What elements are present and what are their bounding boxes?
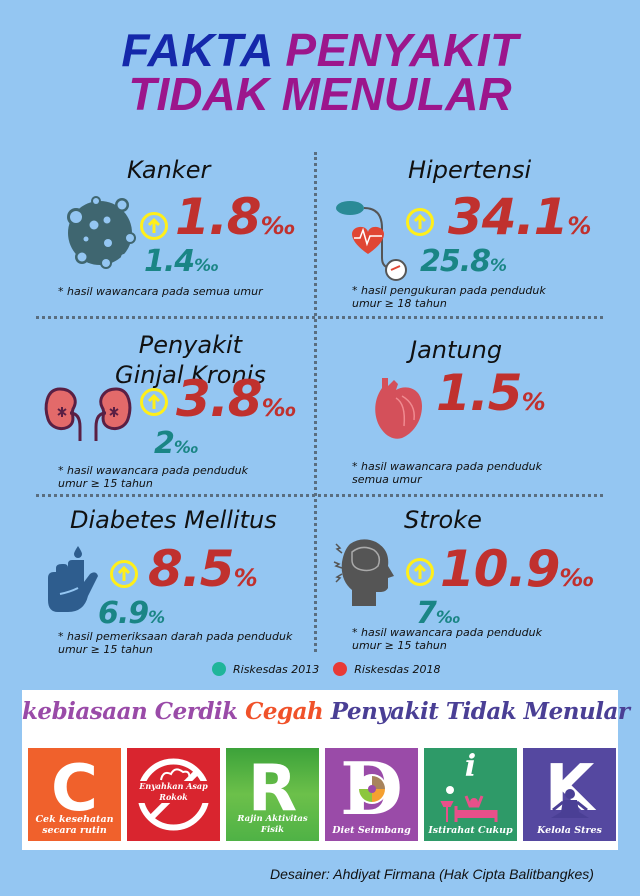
- disease-note: * hasil pengukuran pada penduduk umur ≥ 1…: [352, 284, 546, 310]
- legend-item-2013: Riskesdas 2013: [212, 662, 319, 676]
- cancer-cell-icon: [64, 196, 136, 269]
- disease-note: * hasil wawancara pada penduduk umur ≥ 15…: [352, 626, 542, 652]
- legend: Riskesdas 2013 Riskesdas 2018: [212, 662, 455, 676]
- vertical-divider: [314, 152, 317, 652]
- legend-item-2018: Riskesdas 2018: [333, 662, 441, 676]
- finger-blood-drop-icon: [48, 546, 98, 612]
- disease-ginjal-kronis: Penyakit Ginjal Kronis 3.8‰ 2‰ * hasil wa…: [30, 322, 330, 492]
- disease-note: * hasil wawancara pada penduduk semua umu…: [352, 460, 542, 486]
- value-2018: 3.8‰: [176, 370, 297, 428]
- disease-diabetes-mellitus: Diabetes Mellitus 8.5% 6.9% * hasil peme…: [30, 500, 330, 670]
- cerdik-title: kebiasaan Cerdik Cegah Penyakit Tidak Me…: [22, 698, 630, 725]
- tile-cek-kesehatan: C Cek kesehatan secara rutin: [28, 748, 121, 841]
- tile-rajin-aktivitas-fisik: R Rajin Aktivitas Fisik: [226, 748, 319, 841]
- value-2018: 34.1%: [448, 188, 592, 246]
- heart-organ-icon: [375, 378, 422, 439]
- value-2013: 1.4‰: [144, 244, 219, 279]
- disease-note: * hasil wawancara pada penduduk umur ≥ 15…: [58, 464, 248, 490]
- value-2013: 25.8%: [420, 244, 508, 279]
- disease-stroke: Stroke 10.9‰ 7‰ * hasil wawancara pada p…: [320, 500, 620, 670]
- title-tidak-menular: TIDAK MENULAR: [128, 68, 512, 120]
- disease-kanker: Kanker 1.8‰ 1.4‰ * hasil wawancara pada …: [30, 150, 330, 320]
- legend-dot-red-icon: [333, 662, 348, 676]
- brain-head-icon: [333, 539, 394, 606]
- disease-jantung: Jantung 1.5% * hasil wawancara pada pend…: [320, 322, 620, 492]
- arrow-up-icon: [140, 388, 168, 416]
- meditation-icon: [551, 789, 589, 818]
- horizontal-divider-1: [36, 316, 603, 319]
- value-2018: 1.8‰: [175, 188, 296, 246]
- arrow-up-icon: [406, 558, 434, 586]
- tile-kelola-stres: K Kelola Stres: [523, 748, 616, 841]
- title-fakta: FAKTA: [121, 24, 273, 76]
- infographic-title: FAKTA PENYAKIT TIDAK MENULAR: [0, 27, 640, 120]
- designer-credit: Desainer: Ahdiyat Firmana (Hak Cipta Bal…: [270, 866, 594, 882]
- value-2018: 1.5%: [436, 364, 546, 422]
- tile-enyahkan-asap-rokok: Enyahkan Asap Rokok: [127, 748, 220, 841]
- cerdik-panel: kebiasaan Cerdik Cegah Penyakit Tidak Me…: [22, 690, 630, 850]
- cerdik-tiles: C Cek kesehatan secara rutin Enyahkan Asa…: [28, 748, 616, 841]
- disease-name: Stroke: [404, 506, 482, 534]
- disease-name: Penyakit Ginjal Kronis: [115, 331, 266, 389]
- tile-istirahat-cukup: i Istirahat Cukup: [424, 748, 517, 841]
- disease-note: * hasil wawancara pada semua umur: [58, 285, 263, 298]
- disease-hipertensi: Hipertensi 34.1% 25.8% * hasil pengukura…: [320, 150, 620, 320]
- disease-name: Diabetes Mellitus: [70, 506, 277, 534]
- sleep-bed-icon: [440, 786, 498, 822]
- legend-dot-teal-icon: [212, 662, 226, 676]
- arrow-up-icon: [110, 560, 138, 588]
- title-penyakit: PENYAKIT: [285, 24, 519, 76]
- value-2013: 6.9%: [98, 596, 166, 631]
- value-2018: 10.9‰: [440, 540, 595, 598]
- horizontal-divider-2: [36, 494, 603, 497]
- disease-note: * hasil pemeriksaan darah pada penduduk u…: [58, 630, 293, 656]
- disease-name: Hipertensi: [408, 156, 532, 184]
- value-2013: 7‰: [416, 596, 461, 631]
- value-2018: 8.5%: [148, 540, 258, 598]
- value-2013: 2‰: [154, 426, 199, 461]
- disease-name: Jantung: [410, 336, 503, 364]
- blood-pressure-icon: [336, 201, 407, 281]
- arrow-up-icon: [140, 212, 168, 240]
- kidney-icon: [44, 387, 132, 441]
- arrow-up-icon: [406, 208, 434, 236]
- plate-icon: [357, 774, 387, 804]
- tile-diet-seimbang: D Diet Seimbang: [325, 748, 418, 841]
- disease-name: Kanker: [127, 156, 211, 184]
